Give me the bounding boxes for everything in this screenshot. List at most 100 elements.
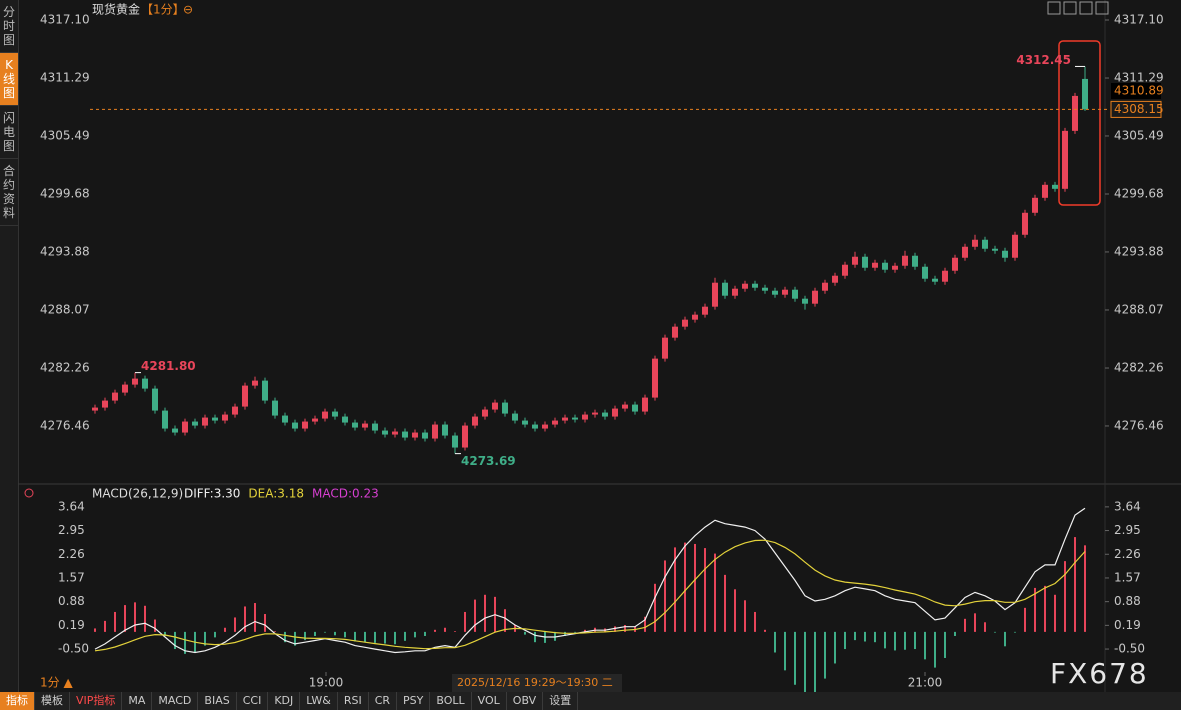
candle-body [282,415,288,423]
candle-body [432,424,438,439]
y-tick-label: 4293.88 [40,244,90,258]
macd-line [94,539,1086,652]
candle-body [172,428,178,433]
toolbar-item[interactable]: MA [122,692,153,710]
price-tag: 4310.89 [1114,84,1164,98]
tab[interactable]: 闪电图 [0,106,18,159]
candle-body [152,388,158,411]
toolbar-item[interactable]: LW& [300,692,338,710]
y-tick-label: 2.26 [1114,547,1141,561]
toolbar-item[interactable]: VIP指标 [70,692,123,710]
candle-body [802,298,808,304]
toolbar-item[interactable]: VOL [472,692,507,710]
toolbar-item[interactable]: KDJ [268,692,301,710]
y-tick-label: 2.26 [58,547,85,561]
candle-body [912,255,918,267]
candle-body [782,289,788,295]
candle-body [372,423,378,431]
candle-body [562,417,568,421]
toolbar-item[interactable]: OBV [507,692,544,710]
sidebar: 分时图 K线图 闪电图 合约资料 [0,0,19,692]
candle-body [292,422,298,429]
candle-body [962,246,968,258]
candle-body [462,425,468,448]
watermark: FX678 [1050,657,1149,690]
tab[interactable]: 分时图 [0,0,18,53]
candle-body [932,278,938,282]
candle-body [772,290,778,295]
legend-entry: DEA:3.18 [248,487,304,501]
toolbar-item[interactable]: PSY [397,692,431,710]
candle-body [552,420,558,425]
tab[interactable]: K线图 [0,53,18,106]
candle-body [612,408,618,417]
candle-body [702,306,708,315]
candle-body [142,378,148,389]
candle-body [822,282,828,291]
toolbar-item[interactable]: 设置 [543,692,579,710]
candle-body [132,378,138,385]
tooltip: 2025/12/16 19:29～19:30 二 [457,676,613,689]
y-tick-label: 3.64 [58,499,85,513]
y-tick-label: 4276.46 [1114,418,1164,432]
candle-body [692,314,698,320]
y-tick-label: 4317.10 [40,12,90,26]
candle-body [972,239,978,247]
tab[interactable]: 合约资料 [0,159,18,226]
candle-body [482,409,488,417]
candle-body [402,431,408,438]
candle-body [422,432,428,439]
candle-body [122,384,128,393]
y-tick-label: 0.88 [58,594,85,608]
candle-body [862,256,868,268]
toolbar-item[interactable]: RSI [338,692,369,710]
toolbar-item[interactable]: BOLL [430,692,472,710]
period-button[interactable]: 1分 ▲ [40,676,73,690]
toolbar-item[interactable]: 指标 [0,692,35,710]
candle-body [382,430,388,435]
candle-body [732,288,738,296]
candle-body [892,265,898,270]
candle-body [342,416,348,423]
candle-body [622,404,628,409]
y-tick-label: 4299.68 [1114,187,1164,201]
candle-body [1052,184,1058,189]
candle-body [1072,95,1078,131]
candle-body [582,414,588,420]
annotation: 4281.80 [141,359,196,373]
y-tick-label: 4311.29 [40,71,90,85]
candle-body [982,239,988,249]
candle-body [1082,78,1088,110]
period: 【1分】 [141,3,185,17]
candle-body [512,413,518,421]
x-tick-label: 19:00 [309,676,344,690]
candle-body [502,402,508,414]
macd-icon[interactable] [24,488,34,498]
candle-body [602,412,608,417]
toolbar-item[interactable]: BIAS [198,692,237,710]
candle-body [832,275,838,283]
icon[interactable]: ⊖ [183,3,193,17]
candle-body [722,282,728,296]
y-tick-label: 4288.07 [40,302,90,316]
candle-body [662,337,668,359]
candle-body [542,424,548,429]
candle-body [742,283,748,289]
y-tick-label: 4311.29 [1114,71,1164,85]
toolbar-item[interactable]: 模板 [35,692,70,710]
price-tag-box [1111,83,1161,100]
toolbar-item[interactable]: CCI [237,692,269,710]
candle-body [942,270,948,282]
candle-body [232,406,238,415]
candle-body [92,407,98,411]
chart: 现货黄金 【1分】 ⊖ 1分 ▲ 2025/12/16 19:29～19:30 … [18,0,1181,692]
candle-body [392,431,398,435]
candle-body [672,326,678,338]
candle-body [922,266,928,279]
candle-body [632,404,638,412]
y-tick-label: 3.64 [1114,499,1141,513]
toolbar-item[interactable]: CR [369,692,398,710]
candle-body [352,422,358,428]
toolbar-item[interactable]: MACD [152,692,199,710]
